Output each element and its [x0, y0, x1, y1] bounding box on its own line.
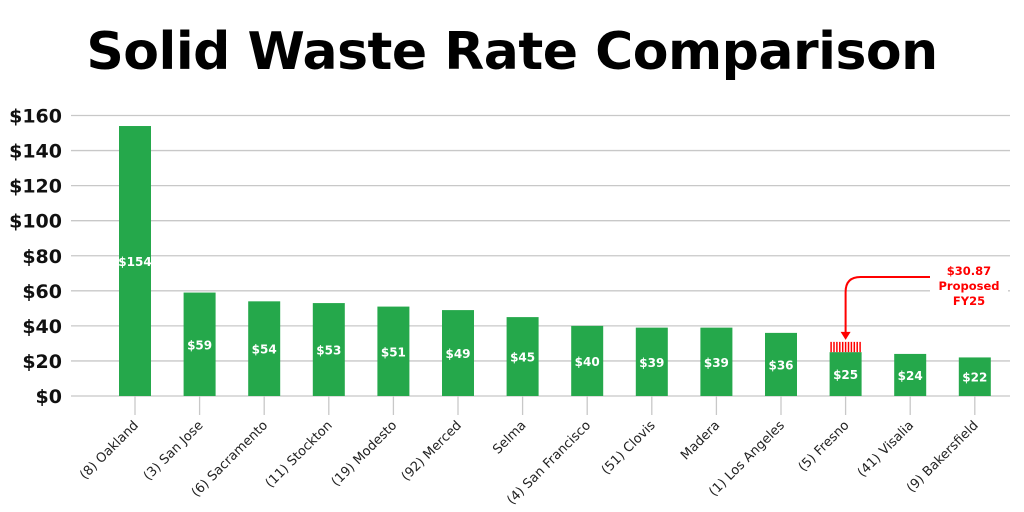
- x-tick-label: (19) Modesto: [329, 418, 400, 489]
- y-tick-label: $0: [36, 386, 62, 408]
- bar: [571, 325, 604, 396]
- data-label: $25: [833, 368, 858, 382]
- annotation-text: Proposed: [938, 279, 999, 293]
- x-tick-label: (92) Merced: [399, 418, 465, 484]
- x-tick-label: Selma: [490, 418, 529, 457]
- bar: [506, 317, 539, 396]
- data-label: $39: [639, 356, 664, 370]
- bar: [635, 327, 668, 396]
- data-label: $36: [768, 358, 793, 372]
- data-label: $59: [187, 338, 212, 352]
- bar: [700, 327, 733, 396]
- bar: [312, 303, 345, 396]
- y-tick-label: $140: [9, 141, 62, 163]
- annotation-text: FY25: [953, 294, 985, 308]
- data-label: $22: [962, 371, 987, 385]
- chart-title: Solid Waste Rate Comparison: [86, 22, 938, 82]
- y-tick-label: $20: [22, 351, 62, 373]
- bar: [829, 352, 862, 396]
- y-tick-label: $40: [22, 316, 62, 338]
- data-label: $40: [575, 355, 600, 369]
- y-tick-label: $100: [9, 211, 62, 233]
- data-label: $51: [381, 345, 406, 359]
- bar: [765, 332, 797, 396]
- bar: [248, 301, 281, 396]
- x-tick-label: (51) Clovis: [599, 418, 659, 478]
- x-tick-label: (5) Fresno: [796, 418, 853, 475]
- x-tick-label: (41) Visalia: [855, 418, 917, 480]
- bar: [958, 357, 991, 396]
- data-label: $49: [445, 347, 470, 361]
- bar: [119, 126, 151, 397]
- y-tick-label: $60: [22, 281, 62, 303]
- y-tick-label: $120: [9, 176, 62, 198]
- arrow-head-icon: [840, 331, 851, 340]
- x-tick-label: (3) San Jose: [141, 418, 207, 484]
- data-label: $154: [118, 255, 151, 269]
- x-tick-label: Madera: [678, 418, 723, 463]
- annotation-background: [930, 262, 1008, 312]
- bar: [894, 353, 927, 396]
- data-label: $24: [898, 369, 923, 383]
- y-tick-label: $160: [9, 106, 62, 128]
- bar: [183, 292, 216, 396]
- bar: [377, 306, 410, 396]
- annotation-arrow-line: [844, 276, 930, 334]
- bar: [442, 310, 474, 396]
- y-tick-label: $80: [22, 246, 62, 268]
- x-tick-label: (8) Oakland: [77, 418, 142, 483]
- data-label: $39: [704, 356, 729, 370]
- annotation-text: $30.87: [947, 264, 991, 278]
- data-label: $45: [510, 351, 535, 365]
- data-label: $53: [316, 344, 341, 358]
- data-label: $54: [252, 343, 277, 357]
- x-tick-label: (11) Stockton: [263, 418, 336, 491]
